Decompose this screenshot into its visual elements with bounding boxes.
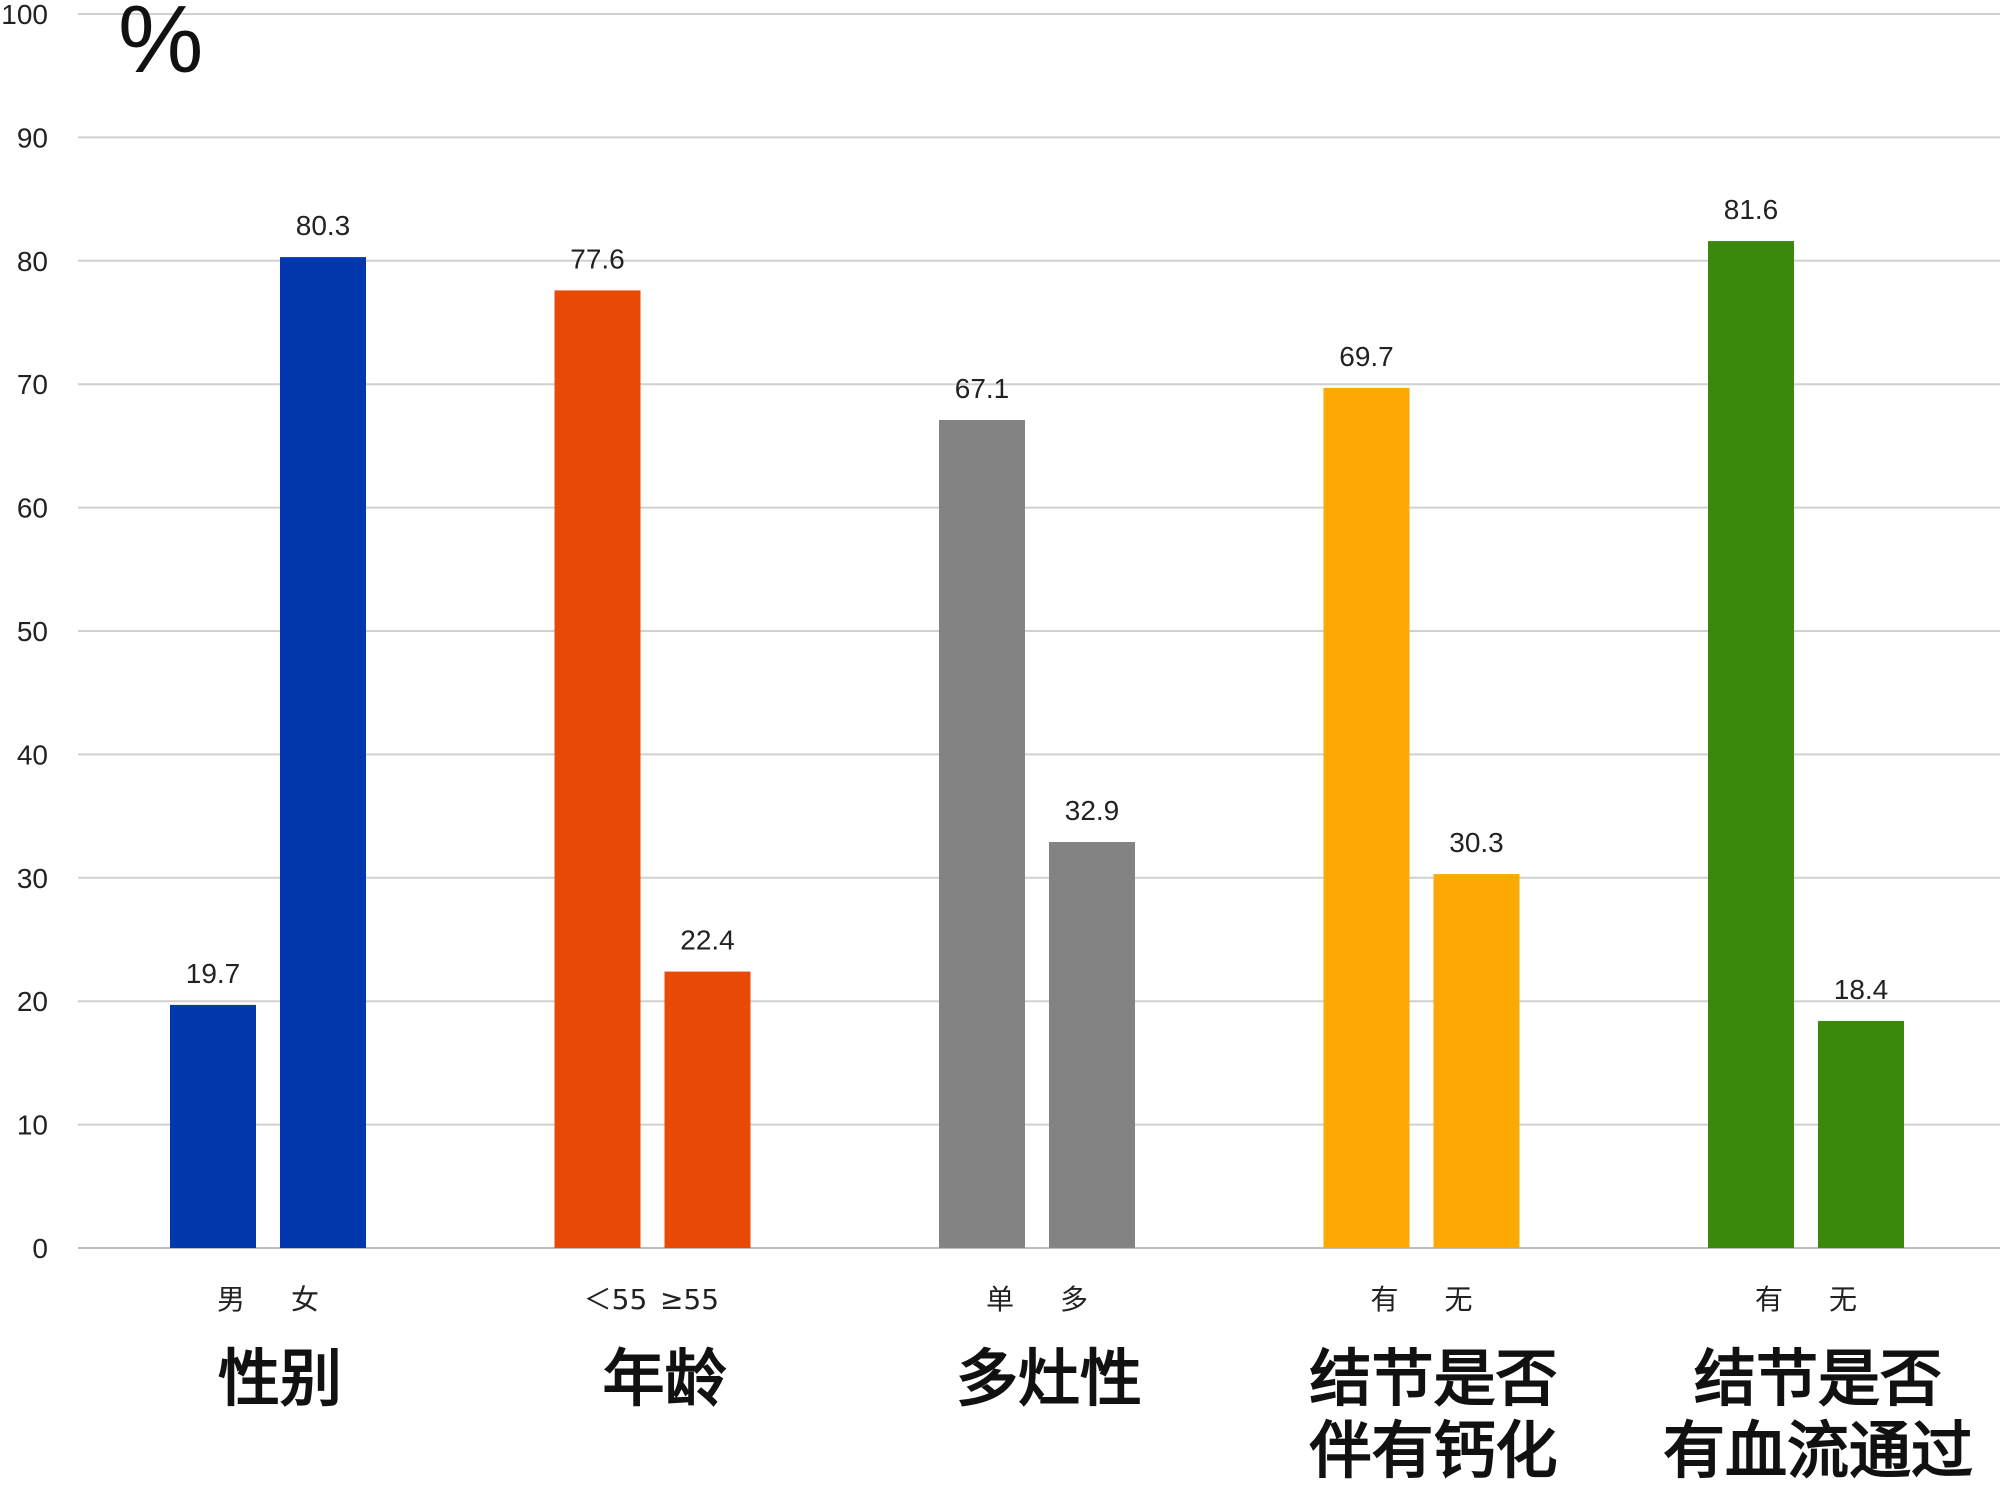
bar (1708, 241, 1794, 1248)
y-tick-label: 60 (17, 493, 48, 524)
labels: 19.7 男 80.3 女性别 77.6 ＜55 22.4 ≥55 年龄 67.1 单 32.9 多多灶… (186, 194, 1973, 1485)
y-tick-label: 10 (17, 1110, 48, 1141)
group-label: 结节是否 (1694, 1342, 1942, 1415)
gridlines (78, 13, 2000, 1249)
x-tick-label: 男 (217, 1283, 245, 1316)
bar (554, 290, 641, 1248)
data-label: 77.6 (570, 243, 625, 274)
group-label: 有血流通过 (1663, 1414, 1973, 1485)
y-tick-label: 80 (17, 246, 48, 277)
y-unit-label: % (118, 0, 203, 93)
bar (939, 419, 1025, 1249)
y-tick-label: 40 (17, 739, 48, 770)
x-tick-label: 有 (1755, 1283, 1783, 1316)
group-label: 结节是否 (1309, 1342, 1557, 1415)
group-label: 性别 (218, 1342, 342, 1415)
y-tick-label: 100 (1, 0, 48, 30)
y-tick-label: 0 (32, 1233, 48, 1264)
data-label: 67.1 (955, 373, 1010, 404)
data-label: 18.4 (1834, 974, 1889, 1005)
x-tick-label: 有 (1370, 1283, 1398, 1316)
bar (1433, 874, 1520, 1248)
group-label: 伴有钙化 (1308, 1414, 1557, 1485)
y-tick-label: 70 (17, 369, 48, 400)
data-label: 80.3 (296, 210, 351, 241)
y-axis: 0 10 20 30 40 50 60 70 80 90 100 (1, 0, 48, 1264)
group-label: 年龄 (602, 1342, 726, 1415)
data-label: 30.3 (1449, 827, 1504, 858)
x-tick-label: ＜55 (584, 1283, 648, 1316)
bar (280, 257, 366, 1248)
x-tick-label: 女 (291, 1283, 319, 1316)
bars (170, 241, 1904, 1249)
x-tick-label: 无 (1829, 1283, 1857, 1316)
data-label: 32.9 (1065, 795, 1120, 826)
bar (1049, 842, 1135, 1248)
x-tick-label: 多 (1060, 1283, 1088, 1316)
data-label: 19.7 (186, 958, 241, 989)
group-label: 多灶性 (956, 1342, 1142, 1415)
x-tick-label: ≥55 (660, 1283, 719, 1316)
y-tick-label: 30 (17, 863, 48, 894)
data-label: 22.4 (680, 925, 735, 956)
x-tick-label: 无 (1444, 1283, 1472, 1316)
y-tick-label: 90 (17, 122, 48, 153)
y-tick-label: 50 (17, 616, 48, 647)
bar (664, 971, 751, 1248)
data-label: 81.6 (1724, 194, 1779, 225)
bar (1818, 1020, 1904, 1248)
y-tick-label: 20 (17, 986, 48, 1017)
bar (170, 1004, 256, 1248)
data-label: 69.7 (1339, 341, 1394, 372)
x-tick-label: 单 (986, 1283, 1014, 1316)
bar (1323, 387, 1410, 1249)
